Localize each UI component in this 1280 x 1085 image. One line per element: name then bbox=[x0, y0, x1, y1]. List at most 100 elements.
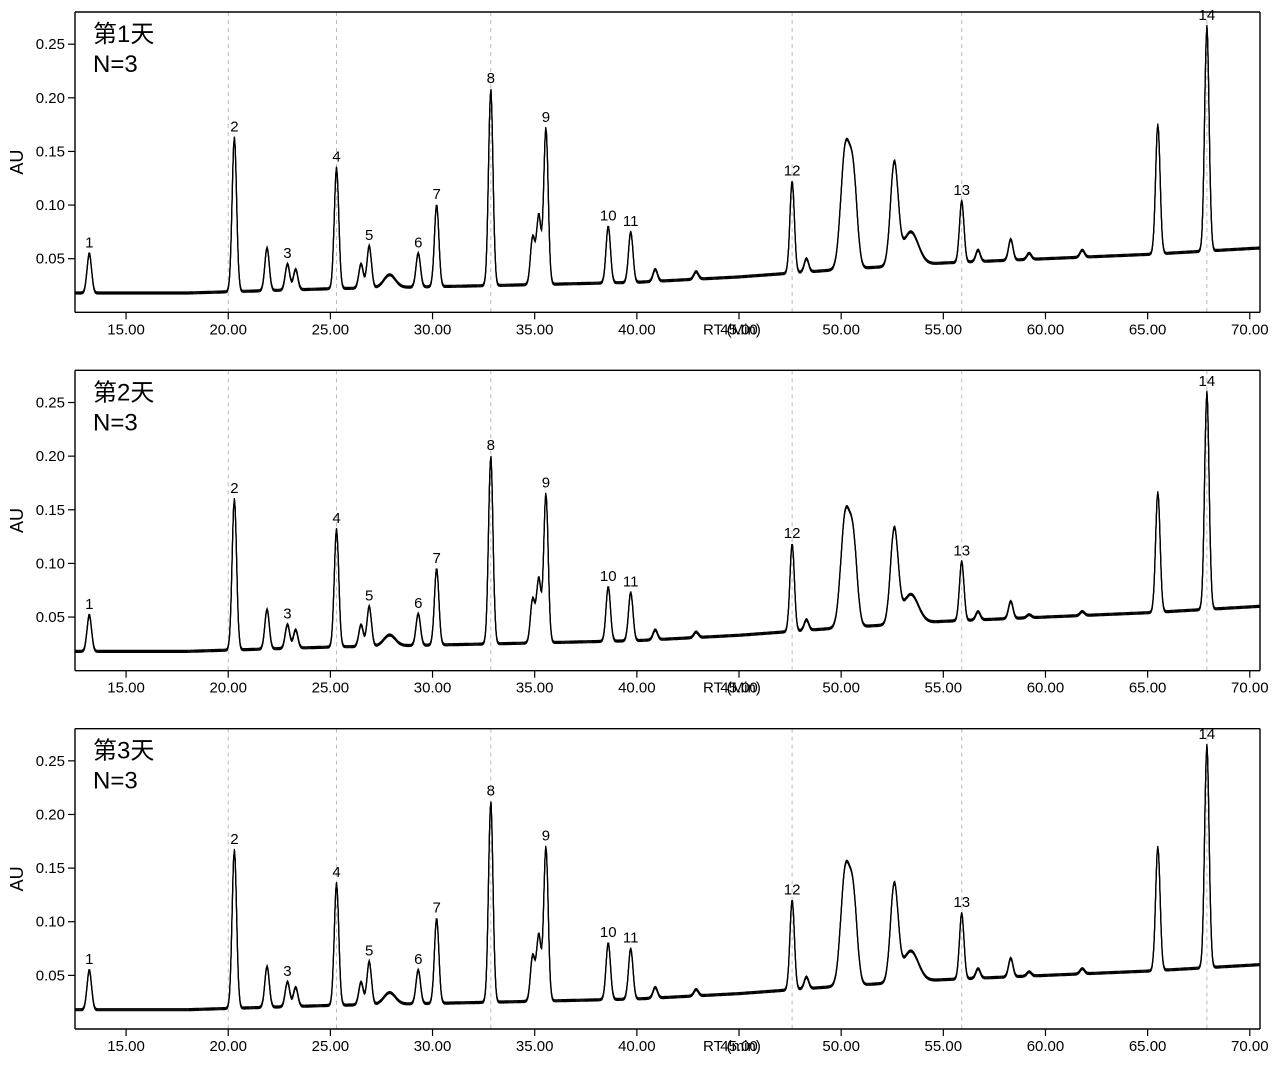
peak-label: 10 bbox=[600, 924, 617, 941]
x-tick-label: 55.00 bbox=[925, 680, 963, 697]
peak-label: 2 bbox=[230, 480, 238, 497]
peak-label: 13 bbox=[953, 542, 970, 559]
peak-label: 11 bbox=[623, 213, 639, 230]
x-tick-label: 20.00 bbox=[209, 1038, 247, 1055]
x-tick-label: 35.00 bbox=[516, 1038, 554, 1055]
y-axis-label: AU bbox=[7, 150, 27, 175]
x-tick-label: 15.00 bbox=[107, 680, 145, 697]
x-axis-label: RT (Min) bbox=[703, 321, 761, 338]
peak-label: 6 bbox=[414, 234, 422, 251]
y-tick-label: 0.10 bbox=[36, 914, 65, 931]
y-tick-label: 0.10 bbox=[36, 197, 65, 214]
peak-label: 3 bbox=[283, 245, 291, 262]
x-tick-label: 25.00 bbox=[312, 680, 350, 697]
y-tick-label: 0.10 bbox=[36, 555, 65, 572]
x-tick-label: 65.00 bbox=[1129, 680, 1167, 697]
peak-label: 14 bbox=[1199, 373, 1216, 390]
peak-label: 1 bbox=[85, 596, 93, 613]
peak-label: 3 bbox=[283, 963, 291, 980]
y-tick-label: 0.20 bbox=[36, 806, 65, 823]
panel-subtitle: N=3 bbox=[93, 409, 138, 436]
peak-label: 5 bbox=[365, 587, 373, 604]
peak-label: 1 bbox=[85, 234, 93, 251]
peak-label: 12 bbox=[784, 525, 801, 542]
x-tick-label: 20.00 bbox=[209, 321, 247, 338]
y-tick-label: 0.05 bbox=[36, 251, 65, 268]
y-tick-label: 0.20 bbox=[36, 448, 65, 465]
peak-label: 10 bbox=[600, 208, 617, 225]
peak-label: 11 bbox=[623, 930, 639, 947]
peak-label: 14 bbox=[1199, 726, 1216, 743]
peak-label: 9 bbox=[542, 475, 550, 492]
y-tick-label: 0.25 bbox=[36, 395, 65, 412]
x-tick-label: 60.00 bbox=[1027, 680, 1065, 697]
peak-label: 12 bbox=[784, 881, 801, 898]
x-tick-label: 40.00 bbox=[618, 680, 656, 697]
x-tick-label: 40.00 bbox=[618, 1038, 656, 1055]
peak-label: 1 bbox=[85, 951, 93, 968]
y-tick-label: 0.25 bbox=[36, 36, 65, 53]
x-tick-label: 60.00 bbox=[1027, 1038, 1065, 1055]
panel-subtitle: N=3 bbox=[93, 768, 138, 795]
x-tick-label: 40.00 bbox=[618, 321, 656, 338]
x-tick-label: 15.00 bbox=[107, 1038, 145, 1055]
peak-label: 13 bbox=[953, 182, 970, 199]
peak-label: 4 bbox=[332, 149, 340, 166]
chromatogram-figure: 0.050.100.150.200.25AU15.0020.0025.0030.… bbox=[0, 0, 1280, 1085]
x-axis-label: RT (Min) bbox=[703, 680, 761, 697]
peak-label: 6 bbox=[414, 951, 422, 968]
x-tick-label: 65.00 bbox=[1129, 1038, 1167, 1055]
x-axis-label: RT (min) bbox=[703, 1038, 761, 1055]
panel-title: 第2天 bbox=[93, 379, 154, 406]
peak-label: 8 bbox=[487, 437, 495, 454]
peak-label: 7 bbox=[432, 186, 440, 203]
x-tick-label: 55.00 bbox=[925, 1038, 963, 1055]
x-tick-label: 25.00 bbox=[312, 321, 350, 338]
peak-label: 7 bbox=[432, 550, 440, 567]
peak-label: 11 bbox=[623, 573, 639, 590]
peak-label: 3 bbox=[283, 606, 291, 623]
x-tick-label: 30.00 bbox=[414, 680, 452, 697]
x-tick-label: 60.00 bbox=[1027, 321, 1065, 338]
peak-label: 8 bbox=[487, 70, 495, 87]
peak-label: 14 bbox=[1199, 7, 1216, 24]
x-tick-label: 50.00 bbox=[822, 321, 860, 338]
panel-title: 第1天 bbox=[93, 21, 154, 48]
peak-label: 6 bbox=[414, 595, 422, 612]
y-tick-label: 0.05 bbox=[36, 967, 65, 984]
x-tick-label: 50.00 bbox=[822, 1038, 860, 1055]
y-tick-label: 0.15 bbox=[36, 143, 65, 160]
y-tick-label: 0.20 bbox=[36, 90, 65, 107]
panel-subtitle: N=3 bbox=[93, 51, 138, 78]
peak-label: 4 bbox=[332, 864, 340, 881]
x-tick-label: 50.00 bbox=[822, 680, 860, 697]
x-tick-label: 65.00 bbox=[1129, 321, 1167, 338]
peak-label: 5 bbox=[365, 227, 373, 244]
peak-label: 12 bbox=[784, 162, 801, 179]
peak-label: 4 bbox=[332, 510, 340, 527]
x-tick-label: 35.00 bbox=[516, 680, 554, 697]
peak-label: 9 bbox=[542, 828, 550, 845]
x-tick-label: 25.00 bbox=[312, 1038, 350, 1055]
panel-title: 第3天 bbox=[93, 738, 154, 765]
x-tick-label: 35.00 bbox=[516, 321, 554, 338]
peak-label: 10 bbox=[600, 568, 617, 585]
y-tick-label: 0.25 bbox=[36, 753, 65, 770]
peak-label: 2 bbox=[230, 118, 238, 135]
y-axis-label: AU bbox=[7, 866, 27, 891]
y-tick-label: 0.15 bbox=[36, 502, 65, 519]
x-tick-label: 30.00 bbox=[414, 321, 452, 338]
y-tick-label: 0.05 bbox=[36, 609, 65, 626]
x-tick-label: 70.00 bbox=[1231, 1038, 1269, 1055]
y-tick-label: 0.15 bbox=[36, 860, 65, 877]
y-axis-label: AU bbox=[7, 508, 27, 533]
peak-label: 7 bbox=[432, 900, 440, 917]
peak-label: 5 bbox=[365, 942, 373, 959]
peak-label: 13 bbox=[953, 894, 970, 911]
x-tick-label: 70.00 bbox=[1231, 680, 1269, 697]
x-tick-label: 70.00 bbox=[1231, 321, 1269, 338]
x-tick-label: 20.00 bbox=[209, 680, 247, 697]
peak-label: 8 bbox=[487, 783, 495, 800]
peak-label: 9 bbox=[542, 109, 550, 126]
x-tick-label: 55.00 bbox=[925, 321, 963, 338]
